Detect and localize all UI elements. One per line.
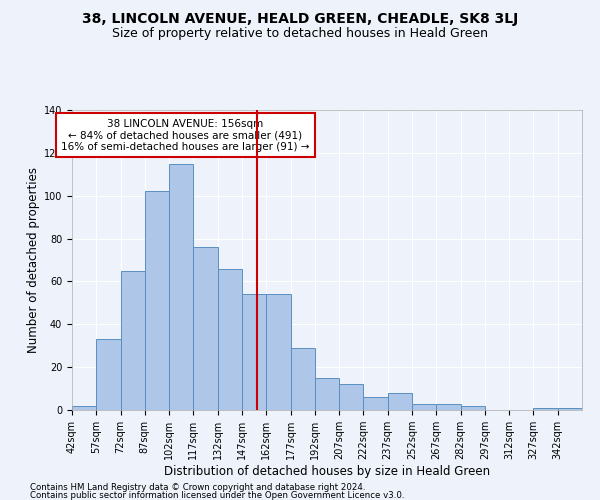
Text: Size of property relative to detached houses in Heald Green: Size of property relative to detached ho… bbox=[112, 28, 488, 40]
Bar bbox=[533, 408, 558, 410]
Bar bbox=[242, 294, 266, 410]
Bar bbox=[169, 164, 193, 410]
Bar bbox=[558, 408, 582, 410]
Bar bbox=[72, 406, 96, 410]
Bar bbox=[436, 404, 461, 410]
Bar bbox=[218, 268, 242, 410]
Bar bbox=[412, 404, 436, 410]
Bar bbox=[145, 192, 169, 410]
Bar bbox=[266, 294, 290, 410]
Text: 38, LINCOLN AVENUE, HEALD GREEN, CHEADLE, SK8 3LJ: 38, LINCOLN AVENUE, HEALD GREEN, CHEADLE… bbox=[82, 12, 518, 26]
Text: Contains public sector information licensed under the Open Government Licence v3: Contains public sector information licen… bbox=[30, 491, 404, 500]
Bar bbox=[121, 270, 145, 410]
Bar bbox=[315, 378, 339, 410]
Bar bbox=[290, 348, 315, 410]
Bar bbox=[193, 247, 218, 410]
Bar bbox=[364, 397, 388, 410]
X-axis label: Distribution of detached houses by size in Heald Green: Distribution of detached houses by size … bbox=[164, 465, 490, 478]
Text: Contains HM Land Registry data © Crown copyright and database right 2024.: Contains HM Land Registry data © Crown c… bbox=[30, 482, 365, 492]
Text: 38 LINCOLN AVENUE: 156sqm
← 84% of detached houses are smaller (491)
16% of semi: 38 LINCOLN AVENUE: 156sqm ← 84% of detac… bbox=[61, 118, 310, 152]
Bar bbox=[339, 384, 364, 410]
Bar bbox=[461, 406, 485, 410]
Bar bbox=[96, 340, 121, 410]
Bar bbox=[388, 393, 412, 410]
Y-axis label: Number of detached properties: Number of detached properties bbox=[26, 167, 40, 353]
